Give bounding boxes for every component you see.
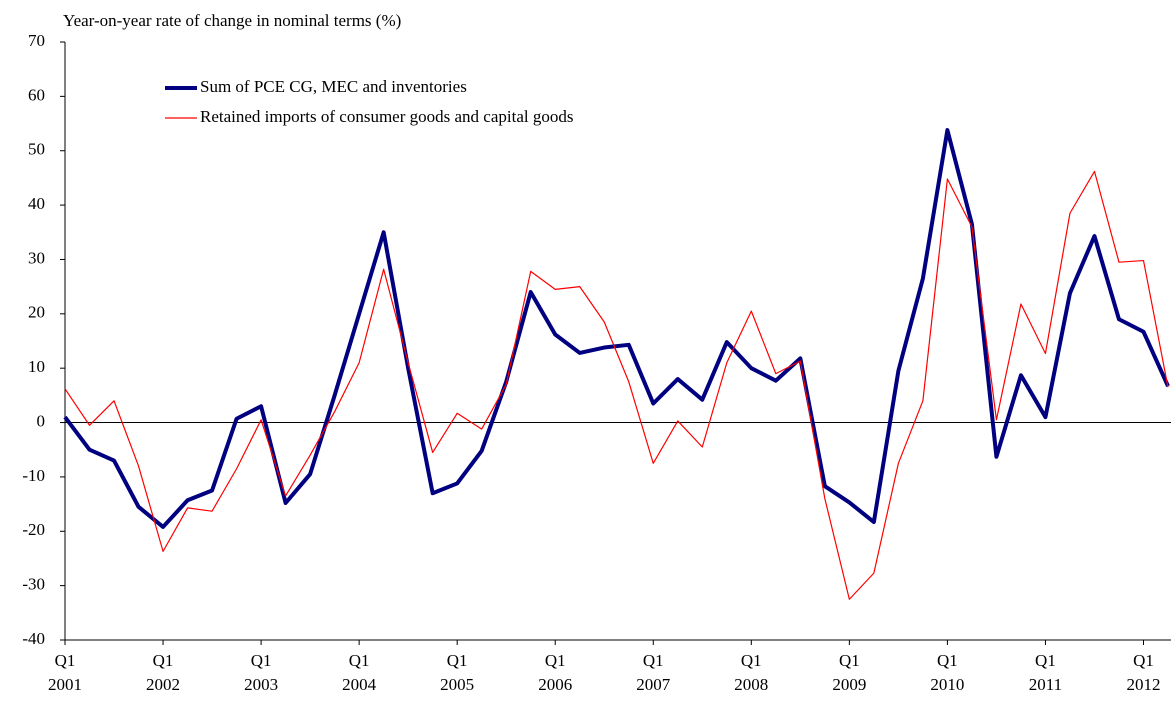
y-tick-label: 50 [28,140,45,159]
x-tick-label: Q1 2001 [48,651,82,694]
x-tick-label: Q1 2002 [146,651,180,694]
y-tick-label: -40 [22,629,45,648]
legend-label: Sum of PCE CG, MEC and inventories [200,77,467,96]
legend-label: Retained imports of consumer goods and c… [200,107,573,126]
x-tick-label: Q1 2012 [1126,651,1160,694]
y-tick-label: 30 [28,248,45,267]
series-line [63,128,1170,529]
x-tick-label: Q1 2010 [930,651,964,694]
x-tick-label: Q1 2007 [636,651,671,694]
y-tick-label: -20 [22,520,45,539]
y-tick-label: -30 [22,575,45,594]
y-tick-label: 60 [28,85,45,104]
x-tick-label: Q1 2005 [440,651,474,694]
y-tick-label: 10 [28,357,45,376]
x-tick-label: Q1 2009 [832,651,866,694]
x-tick-label: Q1 2008 [734,651,768,694]
y-tick-label: -10 [22,466,45,485]
y-tick-label: 20 [28,303,45,322]
x-tick-label: Q1 2006 [538,651,572,694]
y-tick-label: 0 [37,411,46,430]
y-tick-label: 40 [28,194,45,213]
x-tick-label: Q1 2004 [342,651,377,694]
series-line [64,170,1169,600]
x-tick-label: Q1 2003 [244,651,278,694]
y-axis-label: Year-on-year rate of change in nominal t… [63,11,401,30]
y-tick-label: 70 [28,31,45,50]
x-tick-label: Q1 2011 [1029,651,1062,694]
